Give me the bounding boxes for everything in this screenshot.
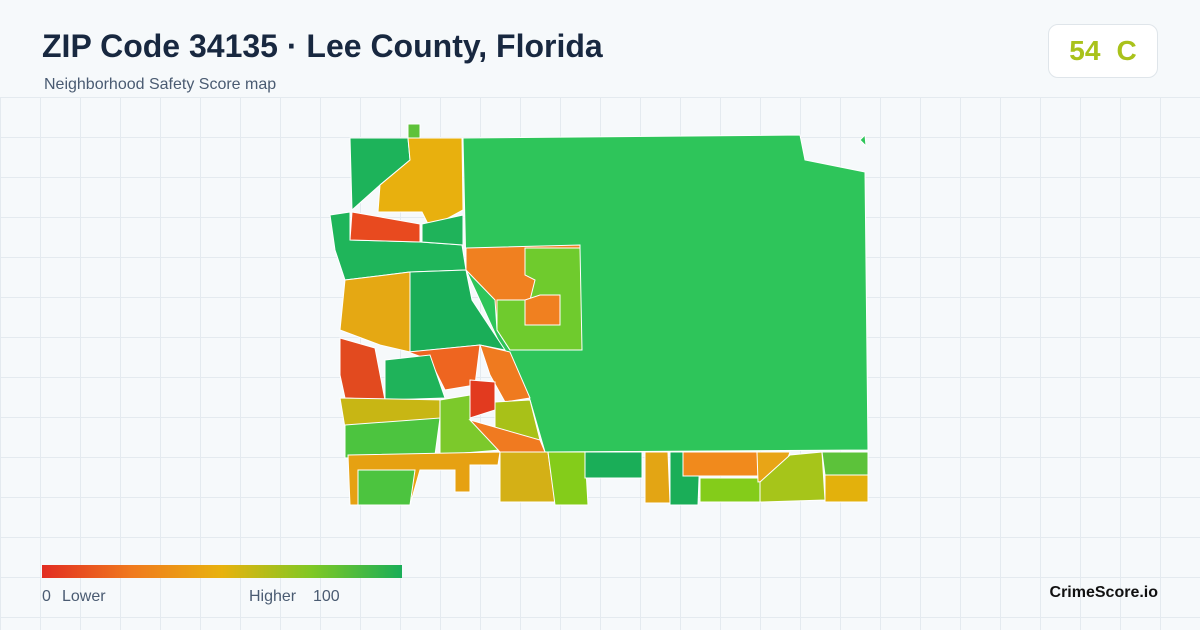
subtitle: Neighborhood Safety Score map [44,76,277,93]
legend-min: 0 [42,588,51,605]
legend-max: 100 [313,588,340,605]
title: ZIP Code 34135 · Lee County, Florida [42,28,603,64]
legend-max-label: Higher [249,588,297,605]
legend-gradient [42,565,402,578]
score-value: 54 [1069,35,1101,66]
brand: CrimeScore.io [1049,584,1158,601]
score-grade: C [1116,35,1137,66]
map [329,123,869,506]
legend-min-label: Lower [62,588,106,605]
score-badge: 54 C [1048,24,1158,78]
